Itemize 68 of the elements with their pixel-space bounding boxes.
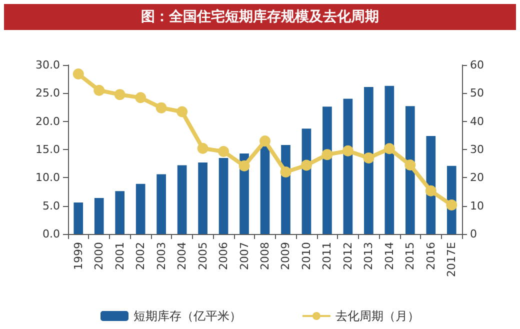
point: [218, 146, 230, 157]
bar: [115, 191, 125, 234]
bar: [74, 202, 84, 234]
point: [404, 159, 416, 170]
bar: [384, 86, 394, 234]
bar: [94, 198, 104, 234]
bar: [136, 184, 146, 234]
x-tick-label: 2016: [424, 242, 438, 270]
point: [342, 145, 354, 156]
point: [260, 136, 270, 147]
point: [322, 149, 333, 160]
y2-tick-label: 60: [470, 58, 484, 72]
x-tick-label: 2003: [154, 242, 168, 270]
point: [425, 185, 436, 196]
bar: [156, 174, 166, 234]
point: [300, 160, 312, 171]
point: [135, 92, 146, 104]
point: [176, 106, 188, 118]
y2-tick-label: 10: [470, 199, 484, 212]
point: [114, 89, 126, 100]
bar: [218, 158, 228, 234]
point: [280, 166, 292, 178]
y-tick-label: 20.0: [36, 114, 60, 128]
y-tick-label: 25.0: [36, 86, 60, 100]
bar: [322, 106, 332, 234]
y-tick-label: 15.0: [36, 143, 60, 156]
x-tick-label: 2006: [217, 242, 230, 270]
x-tick-label: 2015: [404, 242, 417, 270]
y2-tick-label: 20: [470, 171, 484, 184]
x-tick-label: 2005: [196, 242, 210, 270]
point: [384, 143, 395, 154]
bar: [177, 165, 187, 234]
y-tick-label: 10.0: [36, 171, 60, 184]
x-tick-label: 2014: [382, 242, 396, 270]
x-tick-label: 2010: [300, 242, 313, 270]
point: [72, 68, 84, 80]
x-tick-label: 2001: [113, 242, 126, 270]
point: [363, 152, 374, 164]
y2-tick-label: 40: [470, 114, 484, 128]
x-tick-label: 2013: [362, 242, 376, 270]
point: [238, 160, 250, 172]
x-tick-label: 1999: [72, 242, 85, 270]
legend-label: 去化周期（月）: [336, 309, 420, 323]
bar: [198, 162, 208, 234]
x-tick-label: 2000: [92, 242, 106, 270]
y-tick-label: 30.0: [36, 58, 60, 72]
bar: [260, 146, 270, 234]
legend-label: 短期库存（亿平米）: [134, 309, 242, 323]
x-tick-label: 2011: [320, 242, 334, 270]
point: [446, 199, 458, 210]
x-tick-label: 2007: [238, 242, 251, 270]
x-tick-label: 2002: [134, 242, 148, 270]
y-tick-label: 5.0: [42, 199, 60, 212]
point: [156, 102, 167, 114]
point: [197, 142, 208, 154]
point: [94, 84, 105, 96]
x-tick-label: 2008: [258, 242, 272, 270]
y2-tick-label: 30: [470, 143, 484, 156]
x-tick-label: 2017E: [445, 242, 458, 277]
y-tick-label: 0.0: [42, 228, 60, 240]
x-tick-label: 2004: [176, 242, 189, 270]
bar: [405, 106, 415, 234]
chart-title: 图：全国住宅短期库存规模及去化周期: [4, 4, 516, 30]
x-tick-label: 2009: [279, 242, 292, 270]
y2-tick-label: 50: [470, 86, 484, 100]
x-tick-label: 2012: [341, 242, 354, 270]
bar: [364, 86, 374, 234]
y2-tick-label: 0: [470, 228, 477, 240]
